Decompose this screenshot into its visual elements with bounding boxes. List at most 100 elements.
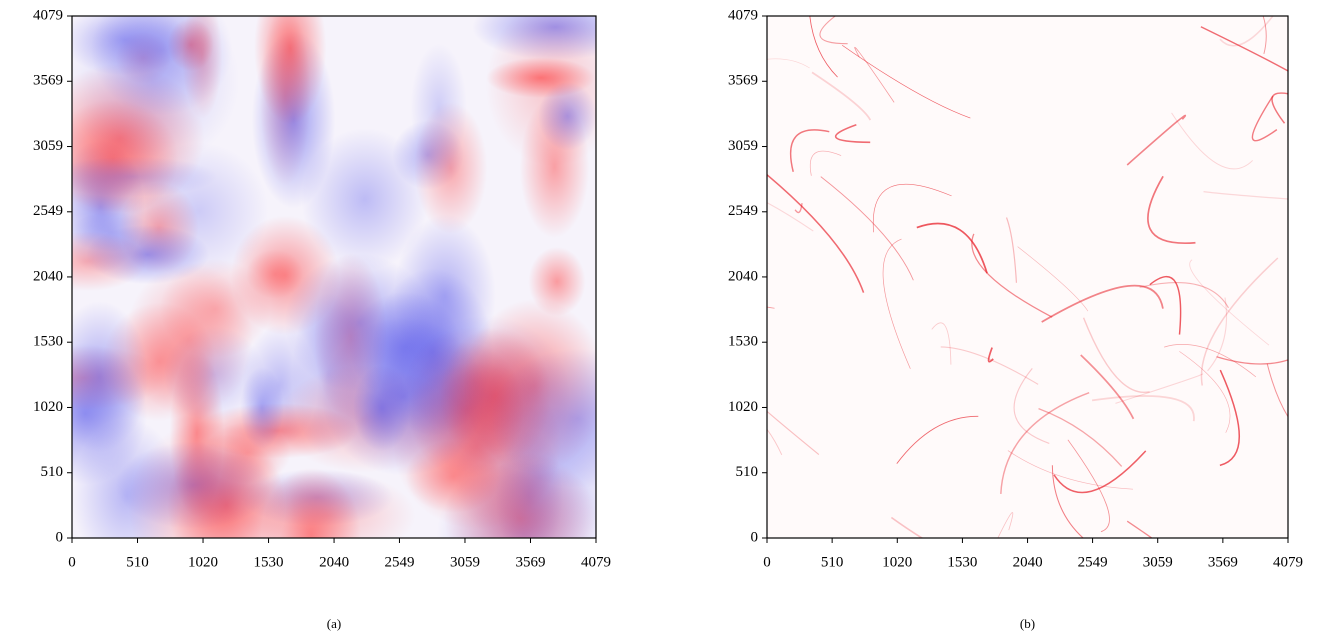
y-tick-label: 1020 — [728, 399, 758, 415]
texture — [1000, 392, 1090, 494]
texture — [1203, 191, 1288, 200]
texture — [1216, 356, 1288, 365]
heatmap-image — [72, 16, 596, 538]
texture — [809, 150, 842, 176]
y-tick-label: 1530 — [728, 334, 758, 350]
texture — [1082, 317, 1150, 394]
texture — [767, 58, 810, 69]
texture — [854, 46, 895, 103]
x-tick-label: 1020 — [188, 554, 218, 570]
texture — [1053, 450, 1147, 494]
texture — [987, 347, 994, 363]
y-tick-label: 4079 — [33, 7, 63, 23]
texture — [72, 156, 218, 197]
texture — [809, 16, 838, 78]
y-tick-label: 1530 — [33, 334, 63, 350]
texture — [872, 183, 952, 233]
texture — [767, 202, 814, 232]
texture — [72, 301, 149, 452]
heatmap-image — [767, 16, 1288, 538]
texture — [1219, 369, 1240, 467]
texture — [882, 238, 911, 369]
texture — [1149, 275, 1182, 335]
texture — [1041, 284, 1164, 323]
x-tick-label: 0 — [763, 554, 771, 570]
texture — [842, 44, 971, 119]
texture — [1005, 217, 1018, 283]
texture — [1017, 246, 1089, 312]
texture — [1189, 259, 1270, 346]
texture — [1171, 112, 1253, 170]
texture — [794, 203, 803, 214]
texture — [538, 82, 596, 151]
texture — [301, 128, 429, 271]
y-tick-label: 1020 — [33, 399, 63, 415]
texture — [789, 129, 830, 173]
y-tick-label: 3059 — [728, 138, 758, 154]
texture — [1200, 257, 1279, 386]
texture — [72, 231, 147, 292]
x-tick-label: 1530 — [947, 554, 977, 570]
texture — [820, 176, 914, 281]
texture — [284, 253, 434, 393]
texture — [896, 415, 979, 464]
x-tick-label: 510 — [126, 554, 149, 570]
texture — [90, 16, 233, 116]
y-tick-label: 2549 — [33, 203, 63, 219]
x-tick-label: 3569 — [1208, 554, 1238, 570]
texture — [254, 16, 327, 125]
texture — [819, 16, 848, 45]
x-tick-label: 4079 — [581, 554, 611, 570]
x-tick-label: 2549 — [1078, 554, 1108, 570]
texture — [767, 306, 775, 309]
texture — [835, 124, 871, 144]
texture — [1200, 26, 1288, 72]
texture — [1147, 175, 1196, 245]
texture — [1219, 16, 1274, 47]
texture — [940, 346, 1039, 385]
x-tick-label: 3059 — [1143, 554, 1173, 570]
texture — [246, 249, 304, 299]
texture — [1067, 439, 1110, 533]
texture — [1091, 395, 1195, 422]
y-tick-label: 2040 — [728, 268, 758, 284]
texture — [1207, 297, 1228, 372]
texture — [890, 516, 924, 538]
caption: (a) — [327, 616, 341, 631]
x-tick-label: 2040 — [1013, 554, 1043, 570]
texture — [1139, 282, 1229, 309]
texture — [916, 222, 988, 274]
texture — [767, 428, 783, 456]
caption: (b) — [1020, 616, 1035, 631]
texture — [1051, 465, 1085, 538]
y-tick-label: 0 — [56, 529, 64, 545]
x-tick-label: 3059 — [450, 554, 480, 570]
y-tick-label: 4079 — [728, 7, 758, 23]
texture — [997, 512, 1014, 538]
texture — [1126, 114, 1187, 166]
y-tick-label: 3569 — [728, 73, 758, 89]
texture — [1013, 368, 1050, 444]
x-tick-label: 0 — [68, 554, 76, 570]
x-tick-label: 4079 — [1273, 554, 1303, 570]
texture — [128, 420, 291, 538]
x-tick-label: 1020 — [882, 554, 912, 570]
texture — [767, 173, 865, 293]
texture — [1080, 354, 1135, 420]
texture — [410, 43, 467, 172]
y-tick-label: 2040 — [33, 268, 63, 284]
texture — [1164, 344, 1257, 378]
texture — [1271, 92, 1288, 124]
y-tick-label: 510 — [736, 464, 759, 480]
texture — [490, 348, 596, 489]
texture — [1251, 95, 1278, 142]
x-tick-label: 2040 — [319, 554, 349, 570]
texture — [1179, 351, 1231, 433]
texture — [1115, 373, 1204, 404]
texture — [1007, 450, 1133, 490]
y-tick-label: 0 — [751, 529, 759, 545]
texture — [124, 262, 253, 417]
texture — [1266, 363, 1288, 418]
texture — [811, 71, 872, 121]
